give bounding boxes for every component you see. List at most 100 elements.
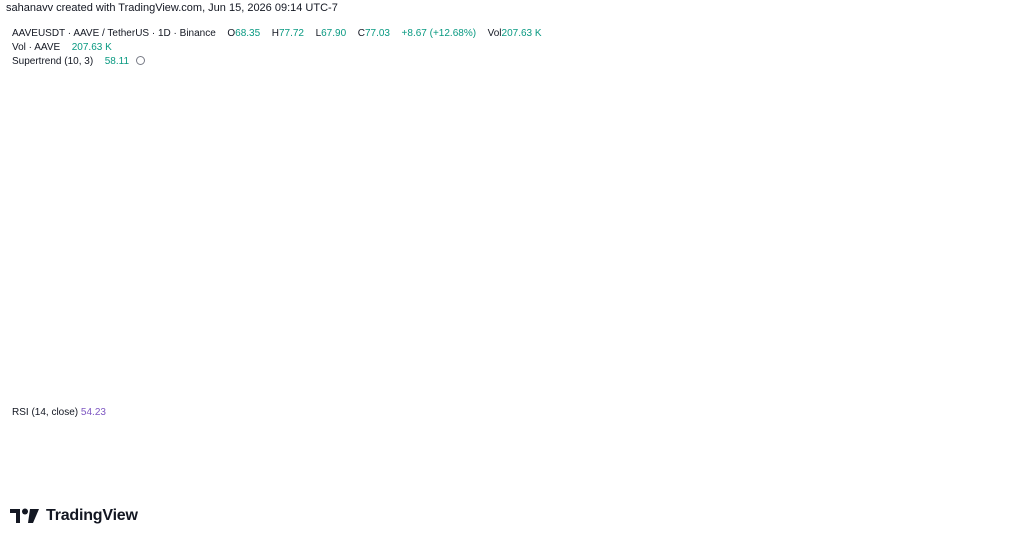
volume-bar [705, 388, 708, 398]
candle-body [814, 240, 817, 247]
volume-bar [730, 379, 733, 398]
volume-bar [419, 375, 422, 398]
candle-body [526, 156, 529, 158]
volume-bar [876, 365, 878, 398]
volume-bar [721, 379, 724, 398]
volume-bar [38, 364, 41, 398]
candle-body [122, 80, 125, 82]
volume-bar [458, 387, 461, 398]
close-label: C [357, 28, 365, 39]
candle-body [540, 154, 543, 156]
volume-bar [356, 381, 359, 398]
volume-bar [36, 372, 39, 398]
price-tag-label: 77.03 [976, 260, 1001, 271]
volume-bar [315, 375, 318, 398]
volume-bar [692, 382, 694, 398]
volume-bar [803, 371, 806, 398]
candle-body [542, 153, 545, 155]
volume-row[interactable]: Vol · AAVE 207.63 K [12, 41, 542, 55]
candle-body [197, 79, 200, 84]
volume-bar [54, 377, 57, 398]
price-tick-label: 160.00 [978, 158, 1009, 169]
candle-body [857, 282, 860, 284]
candle-body [580, 173, 583, 175]
supertrend-row[interactable]: Supertrend (10, 3) 58.11 [12, 55, 542, 69]
volume-bar [882, 385, 885, 398]
volume-bar [254, 374, 256, 398]
candle-body [269, 75, 272, 82]
volume-bar [474, 340, 477, 398]
candle-body [435, 154, 438, 157]
volume-bar [878, 366, 881, 398]
volume-bar [583, 376, 586, 398]
candle-body [342, 100, 345, 103]
volume-bar [814, 373, 817, 398]
volume-bar [767, 374, 769, 398]
symbol-title[interactable]: AAVEUSDT · AAVE / TetherUS · 1D · Binanc… [12, 28, 216, 39]
settings-icon[interactable] [135, 56, 145, 65]
candle-body [172, 90, 175, 98]
volume-bar [596, 381, 599, 398]
volume-bar [267, 377, 270, 398]
candle-body [882, 270, 885, 275]
rsi-legend[interactable]: RSI (14, close) 54.23 [12, 407, 106, 418]
candle-body [853, 271, 856, 277]
candle-body [819, 244, 822, 247]
volume-bar [739, 389, 742, 398]
channel-mid-line [139, 92, 927, 293]
candle-body [737, 211, 740, 215]
volume-bar [487, 384, 490, 398]
volume-bar [192, 378, 195, 398]
volume-bar [238, 368, 241, 398]
candle-body [875, 281, 878, 286]
volume-bar [142, 364, 145, 398]
candle-body [356, 112, 359, 118]
volume-bar [245, 366, 247, 398]
candle-body [828, 256, 831, 258]
volume-bar [769, 385, 772, 398]
open-label: O [227, 28, 236, 39]
volume-bar [565, 384, 567, 398]
candle-body [294, 84, 297, 90]
volume-bar [472, 365, 474, 398]
rsi-tick-label: 25.00 [978, 454, 1003, 465]
candle-body [544, 153, 547, 158]
volume-bar [270, 373, 272, 398]
price-tick-label: 62.00 [978, 290, 1003, 301]
candle-body [519, 158, 522, 164]
volume-bar [771, 375, 774, 398]
candle-body [462, 136, 465, 141]
volume-indicator-label: Vol · AAVE [12, 42, 61, 53]
candle-body [74, 98, 77, 100]
candle-body [195, 83, 198, 89]
candle-body [249, 71, 252, 73]
volume-bar [133, 380, 136, 398]
candle-body [52, 91, 55, 95]
volume-bar [735, 367, 738, 398]
volume-bar [49, 366, 52, 398]
volume-bar [276, 384, 279, 398]
candle-body [474, 128, 477, 132]
candle-body [785, 230, 788, 232]
volume-bar [787, 382, 790, 398]
volume-bar [174, 374, 177, 398]
time-tick-label: Sep [223, 477, 241, 488]
volume-bar [365, 381, 368, 398]
candle-body [771, 223, 774, 225]
tradingview-logo[interactable]: TradingView [10, 504, 138, 528]
volume-bar [399, 374, 402, 398]
volume-bar [585, 379, 588, 398]
candle-body [412, 148, 415, 150]
candle-body [263, 75, 266, 77]
volume-bar [131, 369, 134, 398]
candle-body [444, 149, 447, 152]
price-tick-label: 74.00 [978, 266, 1003, 277]
candle-body [310, 83, 313, 86]
volume-bar [866, 376, 869, 398]
candle-body [68, 97, 71, 99]
rsi-ma-line [9, 422, 887, 448]
candle-body [183, 100, 186, 104]
volume-bar [165, 351, 168, 398]
volume-bar [794, 380, 797, 398]
